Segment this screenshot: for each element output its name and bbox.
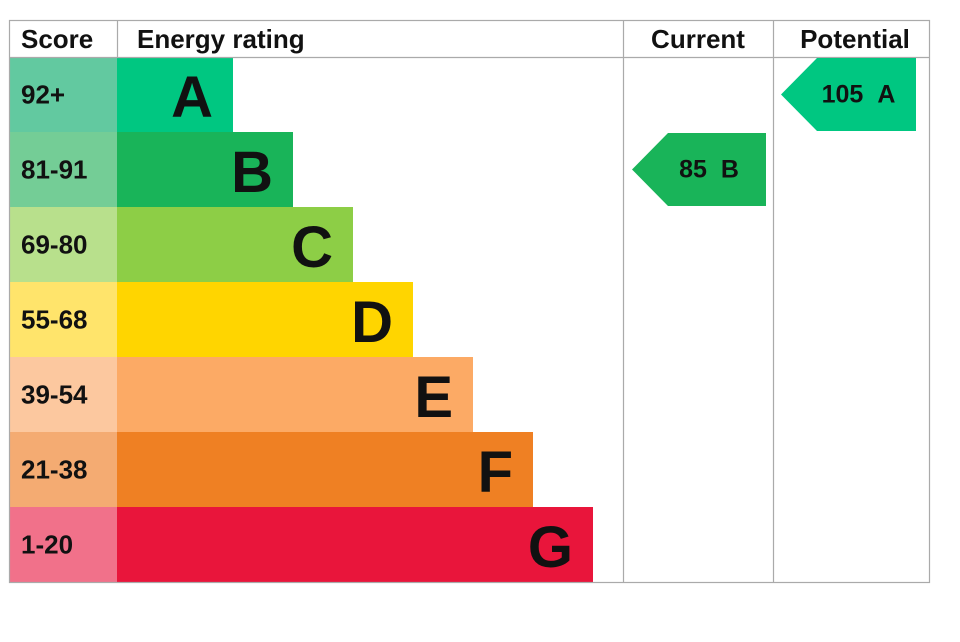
score-label: 81-91 bbox=[21, 155, 88, 185]
arrows: 85 B 105 A bbox=[632, 58, 916, 206]
rating-letter: F bbox=[478, 440, 513, 505]
score-cell bbox=[9, 432, 117, 507]
potential-label: 105 A bbox=[822, 81, 896, 109]
score-cell bbox=[9, 507, 117, 582]
rating-letter: A bbox=[171, 65, 213, 130]
current-label: 85 B bbox=[679, 156, 739, 184]
rating-bar bbox=[117, 507, 593, 582]
score-cell bbox=[9, 132, 117, 207]
rating-letter: D bbox=[351, 290, 393, 355]
header-row: Score Energy rating Current Potential bbox=[21, 24, 910, 54]
score-label: 69-80 bbox=[21, 230, 88, 260]
potential-header: Potential bbox=[800, 24, 910, 54]
rating-bar bbox=[117, 282, 413, 357]
rating-bar bbox=[117, 207, 353, 282]
score-label: 92+ bbox=[21, 80, 65, 110]
rating-letter: G bbox=[528, 515, 573, 580]
rating-bar bbox=[117, 57, 233, 132]
border bbox=[8, 19, 931, 584]
score-label: 55-68 bbox=[21, 305, 88, 335]
score-header: Score bbox=[21, 24, 93, 54]
score-cell bbox=[9, 357, 117, 432]
score-label: 39-54 bbox=[21, 380, 88, 410]
current-header: Current bbox=[651, 24, 745, 54]
score-cell bbox=[9, 57, 117, 132]
score-cell bbox=[9, 207, 117, 282]
potential-score: 105 bbox=[822, 81, 864, 109]
score-cell bbox=[9, 282, 117, 357]
rows: 92+ A 81-91 B 69-80 C 55-68 D 39-54 E 21-38 F 1-20 G bbox=[9, 57, 593, 582]
score-label: 21-38 bbox=[21, 455, 88, 485]
current-rating: B bbox=[721, 156, 739, 184]
potential-arrow bbox=[781, 58, 916, 131]
rating-bar bbox=[117, 432, 533, 507]
potential-rating: A bbox=[877, 81, 895, 109]
current-arrow bbox=[632, 133, 766, 206]
rating-bar bbox=[117, 357, 473, 432]
score-label: 1-20 bbox=[21, 530, 73, 560]
energy-rating-header: Energy rating bbox=[137, 24, 305, 54]
current-score: 85 bbox=[679, 156, 707, 184]
rating-bar bbox=[117, 132, 293, 207]
rating-letter: C bbox=[291, 215, 333, 280]
rating-letter: B bbox=[231, 140, 273, 205]
grid bbox=[8, 19, 931, 584]
rating-letter: E bbox=[414, 365, 453, 430]
